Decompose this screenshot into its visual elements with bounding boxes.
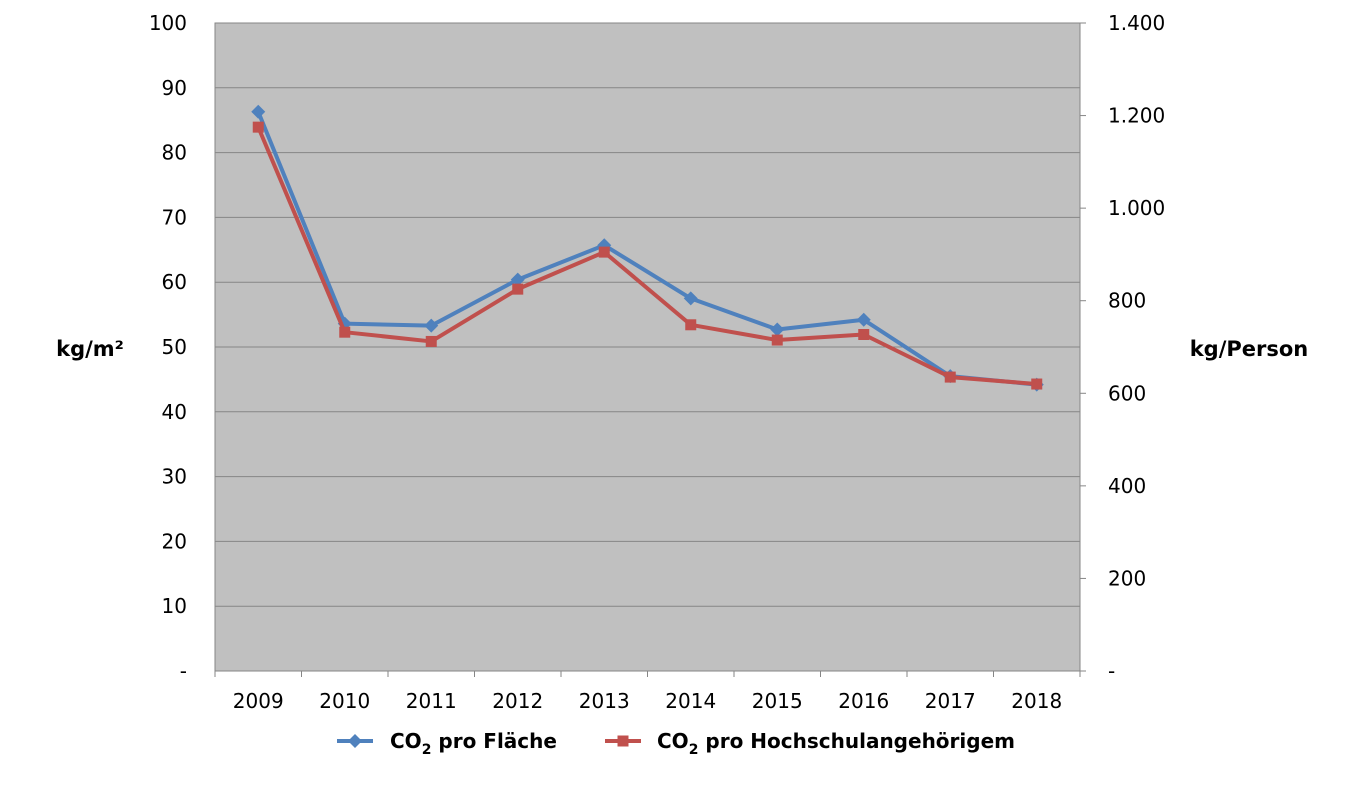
left-tick-label: 90 (162, 76, 187, 100)
legend-label: CO2 pro Hochschulangehörigem (657, 729, 1015, 758)
legend-label-main: CO (657, 729, 689, 753)
legend-label-sub: 2 (689, 742, 699, 758)
left-tick-label: 100 (149, 11, 187, 35)
left-tick-label: 80 (162, 141, 187, 165)
legend-label-main: CO (390, 729, 422, 753)
left-tick-label: 10 (162, 594, 187, 618)
data-point (856, 312, 871, 327)
data-point (425, 335, 437, 347)
left-tick-label: 70 (162, 205, 187, 229)
left-tick-label: 60 (162, 270, 187, 294)
legend: CO2 pro Fläche CO2 pro Hochschulangehörig… (337, 729, 1015, 758)
left-axis-title: kg/m² (56, 337, 124, 361)
legend-item-2: CO2 pro Hochschulangehörigem (605, 729, 1015, 758)
x-tick-label: 2009 (233, 689, 284, 713)
data-point (1031, 378, 1043, 390)
series-2 (252, 121, 1043, 390)
right-axis-title: kg/Person (1190, 337, 1309, 361)
series-layer (251, 104, 1044, 392)
data-point (251, 104, 266, 119)
legend-label: CO2 pro Fläche (390, 729, 557, 758)
gridlines (215, 87, 1080, 607)
x-tick-label: 2011 (406, 689, 457, 713)
right-axis-ticks: - 200 400 600 800 1.000 1.200 1.400 (1080, 11, 1165, 683)
data-point (424, 318, 439, 333)
x-tick-label: 2014 (665, 689, 716, 713)
data-point (858, 329, 870, 341)
x-tick-label: 2013 (579, 689, 630, 713)
series-line (256, 111, 1037, 387)
right-tick-label: - (1108, 659, 1115, 683)
right-tick-label: 200 (1108, 566, 1146, 590)
left-axis-ticks: - 10 20 30 40 50 60 70 80 90 100 (149, 11, 187, 683)
x-tick-label: 2010 (319, 689, 370, 713)
right-tick-label: 1.000 (1108, 196, 1165, 220)
x-axis-ticks: 2009 2010 2011 2012 2013 2014 2015 2016 2017 2018 (214, 671, 1081, 713)
x-tick-label: 2017 (925, 689, 976, 713)
right-tick-label: 400 (1108, 474, 1146, 498)
x-tick-label: 2018 (1011, 689, 1062, 713)
data-point (598, 246, 610, 258)
legend-marker (617, 735, 629, 747)
legend-label-rest: pro Hochschulangehörigem (698, 729, 1015, 753)
right-tick-label: 800 (1108, 289, 1146, 313)
left-tick-label: - (180, 659, 187, 683)
right-tick-label: 1.400 (1108, 11, 1165, 35)
data-point (944, 371, 956, 383)
data-point (339, 326, 351, 338)
left-tick-label: 30 (162, 465, 187, 489)
data-point (510, 272, 525, 287)
data-point (512, 283, 524, 295)
data-point (683, 291, 698, 306)
legend-marker (348, 734, 362, 748)
left-tick-label: 40 (162, 400, 187, 424)
right-tick-label: 600 (1108, 381, 1146, 405)
x-tick-label: 2015 (752, 689, 803, 713)
series-line (256, 126, 1037, 387)
legend-label-sub: 2 (422, 742, 432, 758)
left-tick-label: 50 (162, 335, 187, 359)
data-point (252, 121, 264, 133)
data-point (685, 319, 697, 331)
legend-item-1: CO2 pro Fläche (337, 729, 557, 758)
data-point (771, 334, 783, 346)
legend-label-rest: pro Fläche (431, 729, 557, 753)
data-point (770, 322, 785, 337)
right-tick-label: 1.200 (1108, 104, 1165, 128)
left-tick-label: 20 (162, 529, 187, 553)
x-tick-label: 2012 (492, 689, 543, 713)
x-tick-label: 2016 (838, 689, 889, 713)
